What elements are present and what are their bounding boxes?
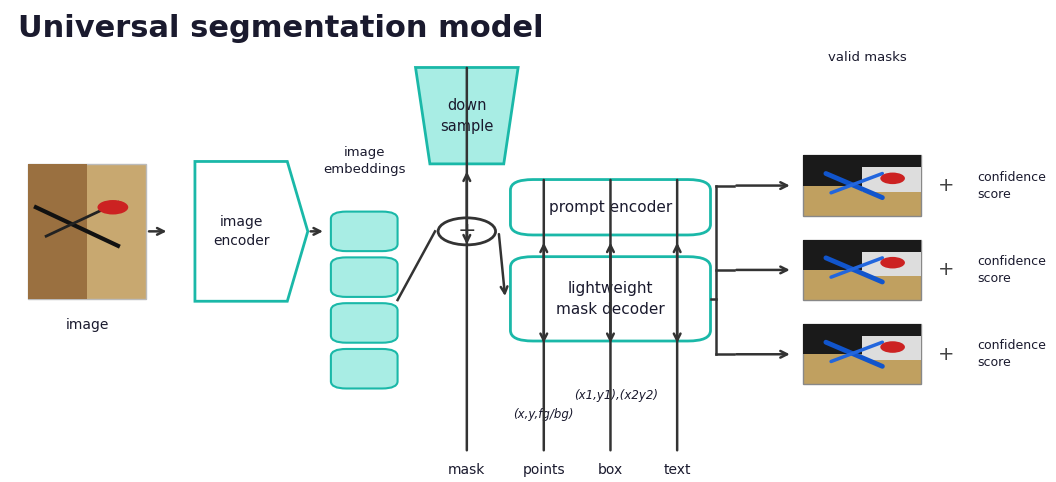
Text: points: points	[523, 463, 565, 477]
Text: down
sample: down sample	[440, 98, 493, 134]
Text: confidence
score: confidence score	[977, 255, 1046, 285]
FancyBboxPatch shape	[510, 180, 711, 235]
Text: confidence
score: confidence score	[977, 339, 1046, 369]
Circle shape	[881, 341, 905, 353]
Text: +: +	[938, 345, 955, 364]
Text: +: +	[938, 176, 955, 195]
FancyBboxPatch shape	[331, 349, 397, 388]
FancyBboxPatch shape	[862, 336, 921, 361]
Text: +: +	[938, 260, 955, 280]
Circle shape	[881, 257, 905, 268]
FancyBboxPatch shape	[803, 240, 921, 300]
Text: Universal segmentation model: Universal segmentation model	[18, 14, 544, 43]
Text: image
encoder: image encoder	[213, 214, 269, 248]
FancyBboxPatch shape	[803, 240, 921, 270]
FancyBboxPatch shape	[862, 252, 921, 276]
Text: box: box	[598, 463, 623, 477]
Circle shape	[881, 173, 905, 184]
FancyBboxPatch shape	[331, 212, 397, 251]
Circle shape	[438, 218, 495, 245]
Text: (x1,y1),(x2y2): (x1,y1),(x2y2)	[573, 389, 658, 402]
FancyBboxPatch shape	[29, 164, 88, 299]
Text: +: +	[457, 221, 476, 241]
Text: (x,y,fg/bg): (x,y,fg/bg)	[513, 408, 574, 421]
Text: confidence
score: confidence score	[977, 171, 1046, 201]
FancyBboxPatch shape	[29, 164, 146, 299]
Polygon shape	[415, 67, 518, 164]
FancyBboxPatch shape	[803, 324, 921, 354]
Circle shape	[97, 200, 128, 214]
FancyBboxPatch shape	[331, 257, 397, 297]
Text: mask: mask	[448, 463, 486, 477]
FancyBboxPatch shape	[803, 324, 921, 385]
FancyBboxPatch shape	[331, 303, 397, 343]
FancyBboxPatch shape	[510, 256, 711, 341]
Text: image: image	[65, 318, 109, 333]
FancyBboxPatch shape	[862, 167, 921, 191]
Polygon shape	[195, 161, 307, 301]
FancyBboxPatch shape	[803, 155, 921, 186]
Text: lightweight
mask decoder: lightweight mask decoder	[557, 281, 665, 317]
Text: prompt encoder: prompt encoder	[549, 200, 672, 215]
Text: image
embeddings: image embeddings	[323, 146, 406, 176]
Text: text: text	[663, 463, 691, 477]
Text: valid masks: valid masks	[828, 52, 906, 64]
FancyBboxPatch shape	[803, 155, 921, 216]
